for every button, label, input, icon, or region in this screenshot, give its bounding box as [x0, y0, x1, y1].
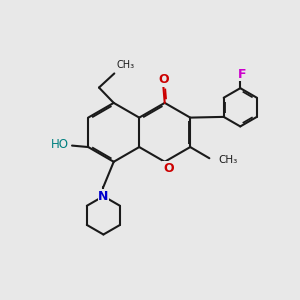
Text: CH₃: CH₃ [219, 155, 238, 165]
Text: O: O [158, 74, 169, 86]
Text: HO: HO [51, 138, 69, 151]
Text: O: O [163, 162, 174, 175]
Text: F: F [238, 68, 246, 80]
Text: N: N [98, 190, 109, 203]
Text: CH₃: CH₃ [117, 60, 135, 70]
